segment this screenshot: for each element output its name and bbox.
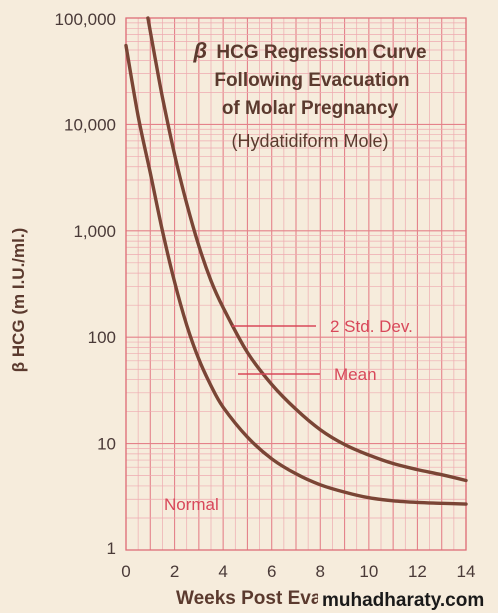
x-tick-label: 10 (359, 562, 378, 581)
chart-title-line-3: of Molar Pregnancy (222, 98, 399, 119)
x-tick-label: 2 (170, 562, 179, 581)
curve-mean (124, 43, 468, 506)
y-tick-label: 100 (88, 328, 116, 347)
title-line-1-text: HCG Regression Curve (216, 42, 426, 63)
normal-annotation-label: Normal (164, 495, 219, 514)
x-tick-label: 0 (121, 562, 130, 581)
watermark-background (318, 586, 498, 613)
chart-subtitle: (Hydatidiform Mole) (231, 131, 388, 151)
y-axis-label-text: β HCG (m I.U./ml.) (9, 228, 28, 373)
chart-title-line-1: β HCG Regression Curve (192, 38, 426, 63)
y-axis-label: β HCG (m I.U./ml.) (9, 228, 28, 373)
x-tick-label: 6 (267, 562, 276, 581)
watermark-text: muhadharaty.com (322, 590, 484, 611)
y-tick-label: 10,000 (64, 115, 116, 134)
x-tick-label: 8 (316, 562, 325, 581)
y-tick-label: 100,000 (55, 10, 116, 29)
y-tick-labels: 1 10 100 1,000 10,000 100,000 (55, 10, 116, 558)
sd-annotation-label: 2 Std. Dev. (330, 317, 413, 336)
y-tick-label: 10 (97, 435, 116, 454)
x-axis-label: Weeks Post Evac (176, 588, 332, 609)
chart-title-line-2: Following Evacuation (214, 70, 409, 91)
x-tick-label: 4 (218, 562, 227, 581)
plot-frame (125, 17, 467, 551)
x-tick-label: 12 (408, 562, 427, 581)
title-beta-symbol: β (192, 38, 207, 63)
y-tick-label: 1,000 (73, 222, 116, 241)
curve-2-std-dev (146, 16, 468, 483)
x-tick-labels: 0 2 4 6 8 10 12 14 (121, 562, 475, 581)
mean-annotation-label: Mean (334, 365, 377, 384)
curves (124, 16, 468, 506)
x-tick-label: 14 (457, 562, 476, 581)
y-tick-label: 1 (107, 539, 116, 558)
